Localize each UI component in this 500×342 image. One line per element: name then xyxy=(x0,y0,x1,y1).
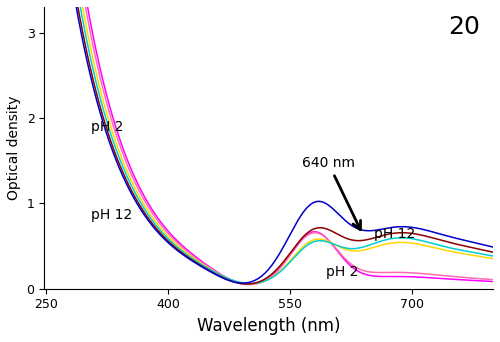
Text: 640 nm: 640 nm xyxy=(302,156,360,230)
X-axis label: Wavelength (nm): Wavelength (nm) xyxy=(197,317,340,335)
Text: pH 2: pH 2 xyxy=(326,265,358,279)
Text: pH 2: pH 2 xyxy=(90,120,123,134)
Text: pH 12: pH 12 xyxy=(90,208,132,222)
Text: pH 12: pH 12 xyxy=(374,226,415,240)
Text: 20: 20 xyxy=(448,15,480,39)
Y-axis label: Optical density: Optical density xyxy=(7,96,21,200)
